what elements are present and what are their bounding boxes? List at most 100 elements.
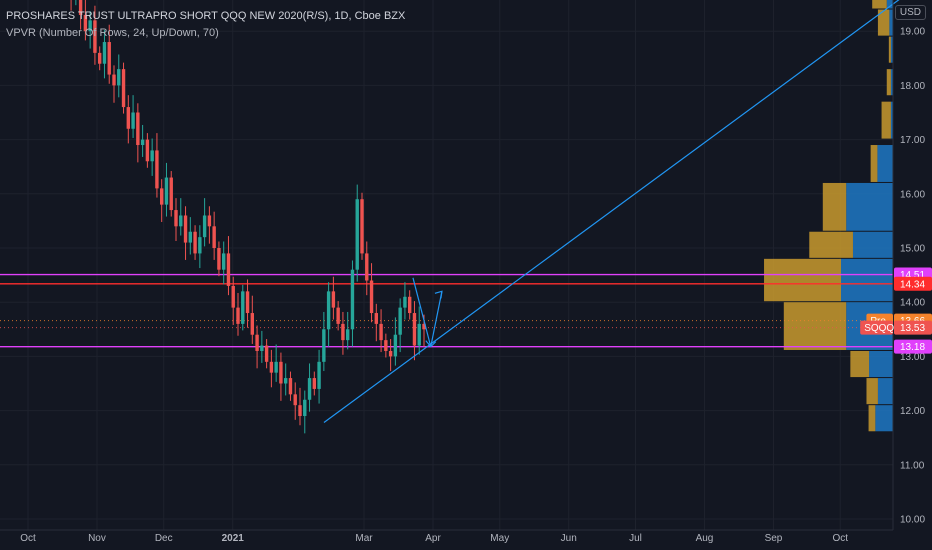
candle <box>307 363 312 412</box>
candle <box>226 236 231 296</box>
price-tick-label: 19.00 <box>900 27 925 38</box>
candle-body <box>112 74 116 86</box>
candle <box>274 344 278 382</box>
candle-body <box>83 14 88 32</box>
volume-profile-down-bar <box>888 36 891 63</box>
candle <box>78 0 83 30</box>
candle-body <box>298 405 302 417</box>
candle-body <box>345 329 350 341</box>
candle-body <box>274 361 278 373</box>
candle <box>412 301 417 361</box>
candle <box>150 138 154 176</box>
candle <box>159 179 164 222</box>
candle-body <box>117 69 121 86</box>
candle <box>374 303 379 342</box>
candle-body <box>188 231 193 243</box>
price-axis[interactable]: 10.00 11.00 12.00 13.00 14.00 15.00 16.00 17.00… <box>900 27 925 526</box>
time-tick-label: Dec <box>155 533 173 544</box>
price-tick-label: 13.00 <box>900 352 925 363</box>
candle <box>283 363 288 396</box>
volume-profile-down-bar <box>850 350 870 378</box>
level-price-tag-text: 13.18 <box>900 342 925 353</box>
volume-profile-up-bar <box>869 350 893 378</box>
candle-body <box>107 42 111 75</box>
candle <box>136 103 140 163</box>
time-tick-label: Oct <box>832 533 848 544</box>
price-tick-label: 15.00 <box>900 244 925 255</box>
candle <box>336 301 340 331</box>
candle-body <box>293 394 297 406</box>
candle <box>403 282 407 320</box>
candle-body <box>131 112 135 129</box>
level-price-tag-text: 14.34 <box>900 279 925 290</box>
candle-body <box>126 107 131 129</box>
price-tag-name: SQQQ <box>864 323 894 334</box>
time-axis[interactable]: Oct Nov Dec 2021 Mar Apr May Jun Jul Aug Sep Oct <box>20 533 848 544</box>
trendlines[interactable] <box>323 0 900 424</box>
volume-profile-down-bar <box>809 231 853 258</box>
candle-body <box>360 199 364 254</box>
candle <box>188 217 193 255</box>
candle-body <box>150 150 154 162</box>
candle <box>293 382 297 420</box>
candle-body <box>303 399 307 417</box>
price-tag-name-box <box>860 320 893 335</box>
candle <box>350 260 355 347</box>
candle-body <box>88 20 92 32</box>
candle <box>183 206 188 260</box>
indicator-legend[interactable]: VPVR (Number Of Rows, 24, Up/Down, 70) <box>6 27 219 39</box>
candle <box>255 325 259 369</box>
candle-body <box>136 112 140 146</box>
candle-body <box>417 323 421 346</box>
candle <box>322 311 326 372</box>
time-tick-label: Jul <box>629 533 642 544</box>
time-tick-label: Jun <box>561 533 577 544</box>
candle <box>70 0 72 11</box>
candle-body <box>174 210 178 227</box>
candle-body <box>326 291 331 330</box>
candle <box>179 198 183 236</box>
candle <box>298 387 302 426</box>
candle <box>126 95 131 144</box>
candle-body <box>169 177 173 211</box>
candle-body <box>179 215 183 227</box>
candle <box>326 282 331 347</box>
candle <box>107 24 111 84</box>
candle <box>288 371 293 401</box>
candle-body <box>221 253 226 270</box>
price-tick-label: 12.00 <box>900 406 925 417</box>
candle-body <box>255 334 259 351</box>
candle-body <box>279 361 283 384</box>
candle-body <box>350 269 355 330</box>
candle-body <box>374 313 379 324</box>
candle-body <box>164 177 169 205</box>
level-price-tag <box>894 339 932 354</box>
candle-body <box>250 313 255 335</box>
candle <box>250 295 255 344</box>
candle <box>393 317 398 366</box>
time-tick-label: Aug <box>696 533 714 544</box>
currency-label[interactable]: USD <box>894 5 926 20</box>
time-tick-label: May <box>490 533 509 544</box>
horizontal-levels <box>0 273 893 348</box>
arrow-head <box>434 290 443 299</box>
candle <box>303 390 307 434</box>
candle <box>369 263 374 323</box>
candle-body <box>269 361 274 373</box>
volume-profile-down-bar <box>872 0 887 9</box>
candle <box>212 211 216 260</box>
candle <box>112 65 116 103</box>
volume-profile-down-bar <box>822 182 847 231</box>
candle-body <box>403 296 407 308</box>
candle-body <box>217 248 221 270</box>
candle <box>121 62 126 114</box>
candle-body <box>388 350 393 357</box>
candle-body <box>236 307 240 324</box>
price-tick-label: 14.00 <box>900 298 925 309</box>
candle-body <box>341 323 345 341</box>
candle <box>207 206 212 244</box>
candle-body <box>97 52 102 64</box>
candle-body <box>121 69 126 108</box>
volume-profile-down-bar <box>783 302 847 350</box>
